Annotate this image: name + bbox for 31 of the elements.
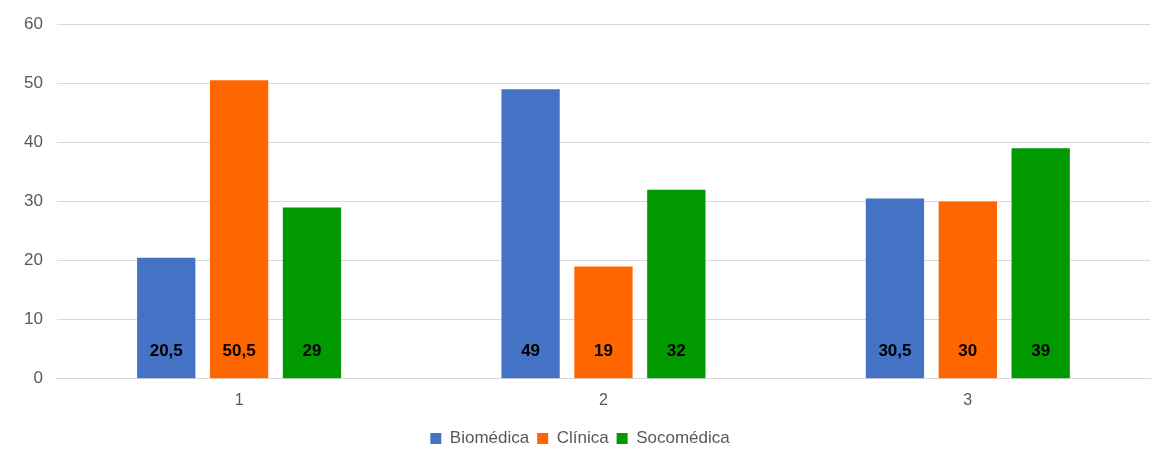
data-label: 30 <box>958 341 978 361</box>
bar <box>209 80 269 379</box>
legend-label: Socomédica <box>636 428 731 448</box>
y-tick-label: 0 <box>33 368 43 388</box>
bar <box>137 257 196 379</box>
bar <box>1011 148 1070 379</box>
bar <box>647 189 706 379</box>
data-label: 50,5 <box>222 341 256 361</box>
y-tick-label: 10 <box>23 309 43 329</box>
x-tick-label: 3 <box>963 390 973 408</box>
y-tick-label: 20 <box>23 250 43 270</box>
data-label: 29 <box>302 341 322 361</box>
legend-label: Biomédica <box>449 428 530 448</box>
bar <box>865 198 925 379</box>
x-tick-label: 1 <box>234 390 244 408</box>
y-tick-label: 40 <box>23 132 43 152</box>
bar <box>574 266 633 379</box>
y-tick-label: 60 <box>23 13 43 33</box>
data-label: 20,5 <box>149 341 183 361</box>
bar <box>938 201 997 379</box>
data-label: 30,5 <box>878 341 912 361</box>
legend-label: Clínica <box>556 428 610 448</box>
x-tick-label: 2 <box>599 390 608 408</box>
data-label: 32 <box>666 341 686 361</box>
data-label: 49 <box>521 341 541 361</box>
y-tick-label: 50 <box>23 72 43 92</box>
data-label: 19 <box>593 341 613 361</box>
bar <box>282 207 342 379</box>
y-tick-label: 30 <box>23 191 43 211</box>
bar <box>501 89 560 379</box>
data-label: 39 <box>1031 341 1051 361</box>
